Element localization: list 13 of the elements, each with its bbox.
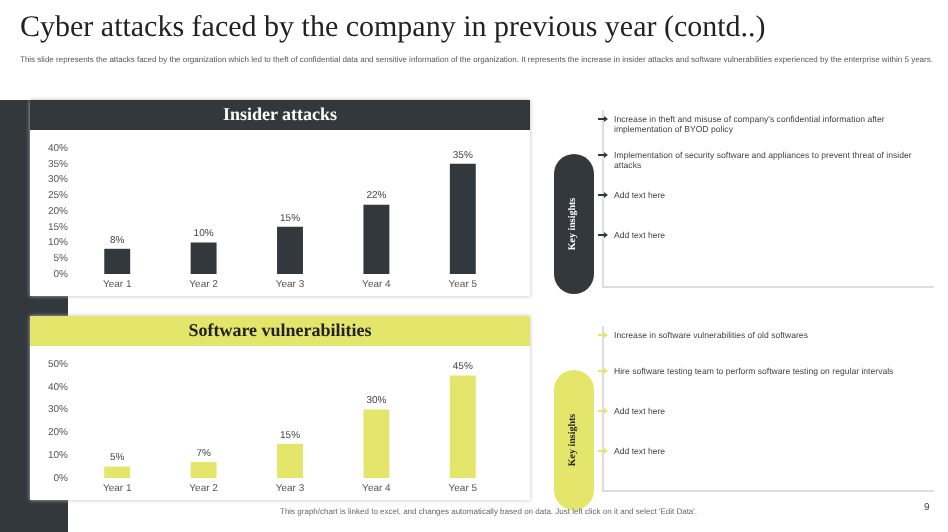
bar — [190, 242, 217, 274]
bar — [363, 409, 390, 478]
text: Cyber attacks faced by the company in previous year (contd..) — [20, 12, 766, 46]
chart-title: Software vulnerabilities — [30, 316, 530, 346]
bar — [104, 248, 131, 274]
bar — [449, 163, 476, 274]
bar — [277, 443, 303, 478]
bar — [363, 204, 390, 274]
bar — [277, 226, 303, 274]
bar — [190, 462, 217, 478]
bar — [104, 466, 131, 478]
bar — [449, 375, 476, 478]
chart-title: Insider attacks — [30, 100, 530, 130]
